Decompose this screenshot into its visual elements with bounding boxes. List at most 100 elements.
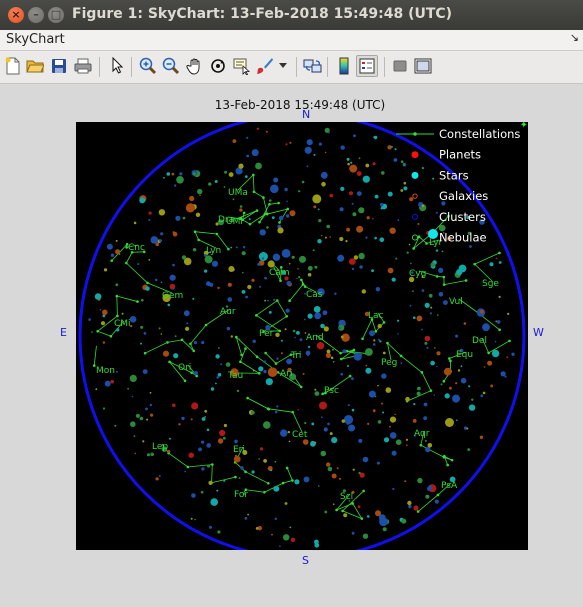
star-marker [403, 186, 408, 191]
cluster-marker [504, 375, 507, 378]
constellation-line [240, 348, 246, 362]
rotate-3d-icon[interactable] [208, 56, 228, 76]
window-minimize-button[interactable]: – [28, 7, 44, 23]
constellation-line [252, 174, 255, 192]
cluster-marker [303, 476, 310, 483]
cluster-marker [149, 403, 152, 407]
nebula-marker [194, 518, 196, 521]
star-marker [366, 515, 370, 518]
cluster-marker [181, 416, 185, 421]
nebula-marker [232, 198, 235, 201]
nebula-marker [401, 518, 407, 524]
nebula-marker [208, 182, 212, 186]
dropdown-arrow-icon[interactable] [277, 56, 289, 76]
sky-chart-axes[interactable]: UMi Dra UMa Lyn Cnc Cam Cas Cyg Lyr Sge Vul Gem CMi A… [76, 112, 528, 560]
galaxy-marker [479, 435, 484, 439]
galaxy-marker [341, 419, 345, 423]
cluster-marker [272, 253, 281, 261]
open-folder-icon[interactable] [25, 56, 45, 76]
nebula-marker [327, 466, 333, 472]
nebula-marker [438, 224, 446, 232]
constellation-label-lac: Lac [368, 311, 384, 321]
nebula-marker [217, 530, 221, 534]
constellation-line [289, 284, 304, 301]
pan-hand-icon[interactable] [185, 56, 205, 76]
cluster-marker [327, 422, 330, 426]
toolbar-separator [384, 57, 385, 77]
cluster-marker [358, 438, 363, 443]
constellation-vertex [348, 374, 352, 378]
star-marker [230, 246, 233, 249]
cluster-marker [234, 439, 238, 444]
constellation-line [240, 218, 251, 225]
constellation-vertex [110, 259, 114, 262]
planet-marker [284, 276, 289, 281]
data-cursor-icon[interactable] [232, 56, 252, 76]
galaxy-marker [103, 268, 108, 272]
galaxy-marker [312, 194, 322, 204]
galaxy-marker [199, 194, 201, 197]
constellation-label-lep: Lep [152, 442, 168, 452]
brush-icon[interactable] [255, 56, 275, 76]
cluster-marker [286, 358, 292, 365]
galaxy-marker [403, 181, 407, 185]
cluster-marker [375, 287, 381, 292]
legend-icon[interactable] [356, 55, 378, 77]
constellation-label-cnc: Cnc [128, 243, 145, 253]
constellation-line [336, 503, 353, 511]
constellation-vertex [278, 221, 281, 224]
star-marker [347, 365, 349, 367]
constellation-label-peg: Peg [381, 358, 397, 368]
legend-cluster-marker [411, 213, 419, 220]
constellation-vertex [442, 379, 446, 383]
constellation-line [256, 315, 280, 332]
star-marker [313, 306, 321, 313]
galaxy-marker [325, 352, 331, 358]
cluster-marker [259, 285, 262, 288]
galaxy-marker [242, 450, 248, 455]
nebula-marker [471, 398, 474, 401]
window-close-button[interactable]: × [8, 7, 24, 23]
nebula-marker [406, 251, 409, 254]
star-marker [383, 437, 390, 443]
colorbar-icon[interactable] [334, 56, 354, 76]
hide-plot-tools-icon[interactable] [390, 56, 410, 76]
show-plot-tools-icon[interactable] [413, 56, 433, 76]
pointer-icon[interactable] [107, 56, 127, 76]
galaxy-marker [284, 502, 288, 505]
galaxy-marker [430, 306, 433, 309]
star-marker [206, 428, 210, 432]
galaxy-marker [271, 533, 273, 536]
constellation-line [325, 375, 351, 394]
new-file-icon[interactable] [3, 56, 23, 76]
star-marker [351, 408, 355, 412]
menu-skychart[interactable]: SkyChart [6, 32, 65, 47]
galaxy-marker [185, 203, 195, 213]
galaxy-marker [408, 276, 415, 283]
cluster-marker [452, 394, 460, 403]
cluster-marker [263, 360, 266, 363]
cluster-marker [104, 380, 111, 387]
print-icon[interactable] [73, 56, 93, 76]
nebula-marker [218, 219, 224, 226]
cluster-marker [193, 341, 198, 345]
cardinal-east: E [60, 326, 67, 339]
constellation-line [400, 355, 423, 373]
save-icon[interactable] [49, 56, 69, 76]
cluster-marker [286, 200, 288, 203]
undock-arrow-icon[interactable]: ↘ [569, 31, 579, 44]
galaxy-marker [195, 212, 201, 217]
link-plot-icon[interactable] [303, 56, 323, 76]
nebula-marker [129, 374, 137, 382]
galaxy-marker [287, 430, 290, 434]
galaxy-marker [483, 366, 486, 368]
cluster-marker [278, 215, 284, 221]
legend[interactable]: Constellations Planets Stars Galaxies Cluste… [396, 127, 520, 245]
galaxy-marker [223, 423, 227, 428]
zoom-out-icon[interactable] [161, 56, 181, 76]
window-maximize-button[interactable]: □ [48, 7, 64, 23]
zoom-in-icon[interactable] [138, 56, 158, 76]
nebula-marker [135, 413, 140, 418]
galaxy-marker [480, 309, 484, 314]
cluster-marker [378, 338, 380, 341]
